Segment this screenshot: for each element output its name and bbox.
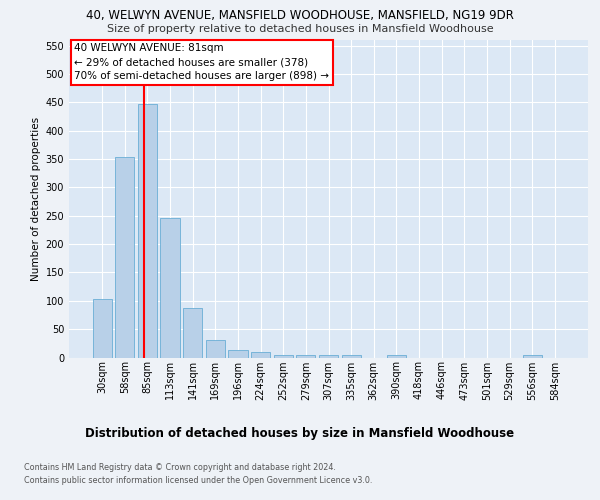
Bar bbox=[183, 308, 202, 358]
Bar bbox=[115, 158, 134, 358]
Text: Contains HM Land Registry data © Crown copyright and database right 2024.: Contains HM Land Registry data © Crown c… bbox=[24, 462, 336, 471]
Bar bbox=[138, 104, 157, 358]
Bar bbox=[523, 354, 542, 358]
Text: 40 WELWYN AVENUE: 81sqm
← 29% of detached houses are smaller (378)
70% of semi-d: 40 WELWYN AVENUE: 81sqm ← 29% of detache… bbox=[74, 43, 329, 81]
Text: 40, WELWYN AVENUE, MANSFIELD WOODHOUSE, MANSFIELD, NG19 9DR: 40, WELWYN AVENUE, MANSFIELD WOODHOUSE, … bbox=[86, 9, 514, 22]
Bar bbox=[319, 354, 338, 358]
Bar bbox=[160, 218, 180, 358]
Bar bbox=[296, 354, 316, 358]
Y-axis label: Number of detached properties: Number of detached properties bbox=[31, 116, 41, 281]
Bar bbox=[274, 354, 293, 358]
Bar bbox=[206, 340, 225, 357]
Text: Contains public sector information licensed under the Open Government Licence v3: Contains public sector information licen… bbox=[24, 476, 373, 485]
Text: Size of property relative to detached houses in Mansfield Woodhouse: Size of property relative to detached ho… bbox=[107, 24, 493, 34]
Bar bbox=[251, 352, 270, 358]
Bar bbox=[341, 354, 361, 358]
Bar bbox=[92, 299, 112, 358]
Bar bbox=[387, 354, 406, 358]
Bar bbox=[229, 350, 248, 358]
Text: Distribution of detached houses by size in Mansfield Woodhouse: Distribution of detached houses by size … bbox=[85, 428, 515, 440]
